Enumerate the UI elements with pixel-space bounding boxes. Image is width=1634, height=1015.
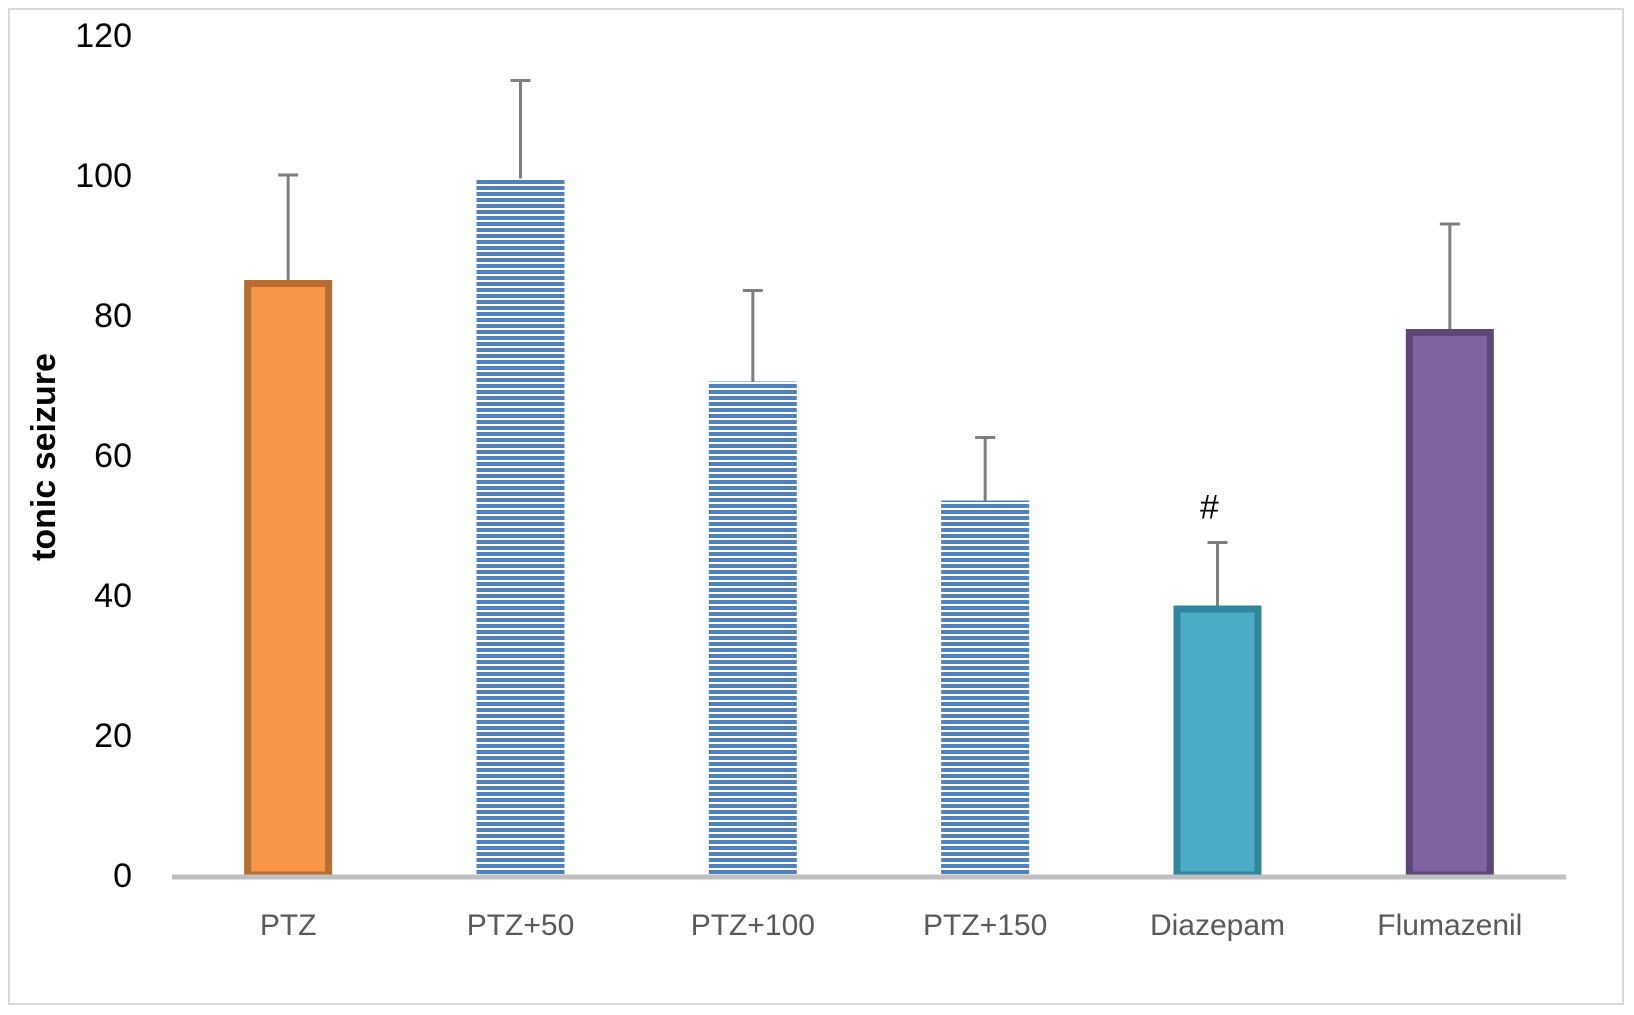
significance-marker: # xyxy=(1200,489,1219,527)
bars xyxy=(244,178,1494,879)
bar-ptz-100 xyxy=(708,381,797,875)
y-tick-label: 60 xyxy=(94,437,132,475)
x-tick-label: PTZ+150 xyxy=(923,909,1047,942)
annotations: # xyxy=(1200,489,1219,527)
y-tick-label: 120 xyxy=(75,17,132,55)
y-tick-label: 40 xyxy=(94,577,132,615)
y-axis-label: tonic seizure xyxy=(25,353,63,561)
y-tick-label: 0 xyxy=(113,857,132,895)
bar-ptz-50 xyxy=(476,178,565,875)
x-tick-label: PTZ xyxy=(260,909,317,942)
bar-diazepam xyxy=(1173,605,1262,879)
x-tick-label: Diazepam xyxy=(1150,909,1285,942)
y-tick-label: 80 xyxy=(94,297,132,335)
x-tick-label: PTZ+50 xyxy=(467,909,575,942)
y-tick-label: 20 xyxy=(94,717,132,755)
bar-flumazenil xyxy=(1405,329,1494,879)
bar-ptz-150 xyxy=(941,500,1030,875)
y-tick-label: 100 xyxy=(75,157,132,195)
x-tick-label: Flumazenil xyxy=(1377,909,1522,942)
x-tick-label: PTZ+100 xyxy=(691,909,815,942)
bar-ptz xyxy=(244,280,333,879)
y-axis-ticks: 0 20 40 60 80 100 120 xyxy=(75,17,132,895)
error-bars xyxy=(278,79,1460,606)
x-axis-categories: PTZ PTZ+50 PTZ+100 PTZ+150 Diazepam Flumazeni… xyxy=(260,909,1523,942)
